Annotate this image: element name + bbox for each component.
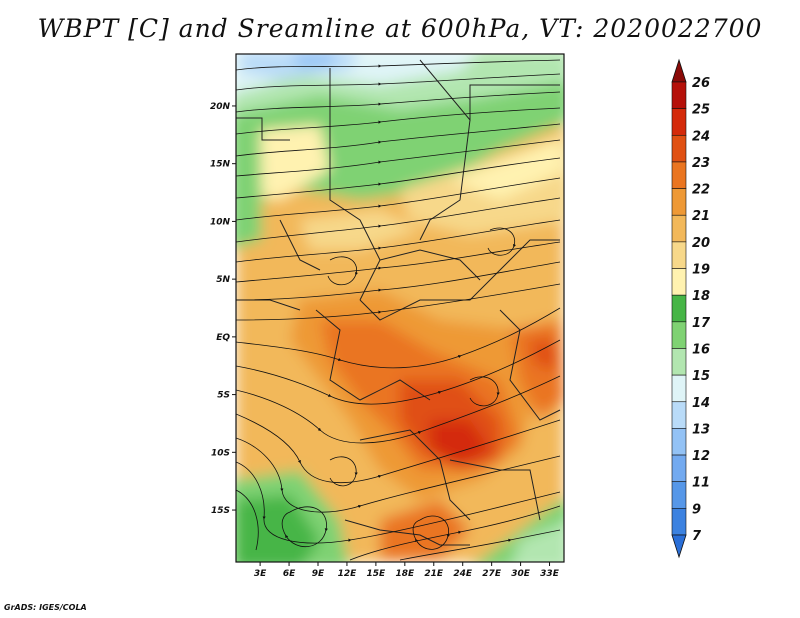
colorbar-swatch: [671, 508, 687, 536]
colorbar-swatch: [671, 454, 687, 483]
colorbar-swatch: [671, 268, 687, 296]
colorbar-label: 15: [692, 369, 710, 384]
latitude-axis: 20N 15N 10N 5N EQ 5S 10S 15S: [210, 102, 236, 516]
colorbar-low-triangle-icon: [671, 534, 687, 559]
grads-credit: GrADS: IGES/COLA: [4, 603, 87, 612]
lat-label: 10S: [211, 448, 230, 458]
lon-label: 24E: [453, 569, 473, 579]
colorbar-swatch: [671, 321, 687, 349]
lon-label: 18E: [395, 569, 415, 579]
lat-label: 5N: [216, 275, 230, 285]
lat-label: 15S: [211, 506, 230, 516]
colorbar-swatch: [671, 294, 687, 323]
plot-title: WBPT [C] and Sreamline at 600hPa, VT: 20…: [37, 14, 763, 43]
colorbar-swatch: [671, 374, 687, 403]
colorbar-label: 18: [692, 289, 710, 304]
colorbar-swatch: [671, 81, 687, 109]
colorbar-label: 22: [692, 183, 710, 198]
colorbar: 26 25 24 23 22 21 20 19 18 17 16 15 14 13 12 11 9 7: [671, 58, 711, 559]
streamlines: [236, 59, 561, 561]
colorbar-label: 13: [692, 422, 710, 437]
lon-label: 21E: [424, 569, 444, 579]
colorbar-label: 26: [692, 76, 710, 91]
lat-label: 15N: [210, 160, 231, 170]
colorbar-swatch: [671, 481, 687, 509]
colorbar-swatch: [671, 214, 687, 243]
colorbar-label: 9: [692, 502, 701, 517]
colorbar-label: 11: [692, 476, 710, 491]
lat-label: EQ: [216, 333, 230, 343]
longitude-axis: 3E 6E 9E 12E 15E 18E 21E 24E 27E 30E 33E: [254, 562, 560, 579]
lat-label: 5S: [217, 391, 230, 401]
colorbar-high-triangle-icon: [671, 58, 687, 83]
colorbar-label: 24: [692, 129, 710, 144]
colorbar-swatch: [671, 161, 687, 189]
colorbar-swatch: [671, 134, 687, 163]
colorbar-swatch: [671, 428, 687, 456]
colorbar-swatch: [671, 348, 687, 376]
lon-label: 27E: [482, 569, 502, 579]
lon-label: 15E: [367, 569, 387, 579]
wbpt-field: [236, 54, 564, 562]
map-panel: [236, 54, 564, 562]
colorbar-swatch: [671, 401, 687, 429]
colorbar-label: 12: [692, 449, 710, 464]
colorbar-swatch: [671, 188, 687, 216]
colorbar-label: 25: [692, 103, 710, 118]
colorbar-label: 19: [692, 263, 710, 278]
colorbar-swatch: [671, 241, 687, 269]
colorbar-label: 7: [692, 529, 702, 544]
lon-label: 12E: [338, 569, 358, 579]
lon-label: 3E: [254, 569, 267, 579]
lat-label: 20N: [210, 102, 231, 112]
colorbar-label: 23: [692, 156, 710, 171]
lon-label: 9E: [312, 569, 325, 579]
lon-label: 33E: [540, 569, 560, 579]
colorbar-label: 20: [692, 236, 710, 251]
lon-label: 6E: [283, 569, 296, 579]
lon-label: 30E: [511, 569, 531, 579]
lat-label: 10N: [210, 217, 231, 227]
colorbar-label: 21: [692, 209, 710, 224]
colorbar-label: 17: [692, 316, 711, 331]
map-frame: [235, 53, 565, 563]
colorbar-label: 16: [692, 342, 710, 357]
colorbar-swatch: [671, 108, 687, 136]
colorbar-label: 14: [692, 396, 710, 411]
